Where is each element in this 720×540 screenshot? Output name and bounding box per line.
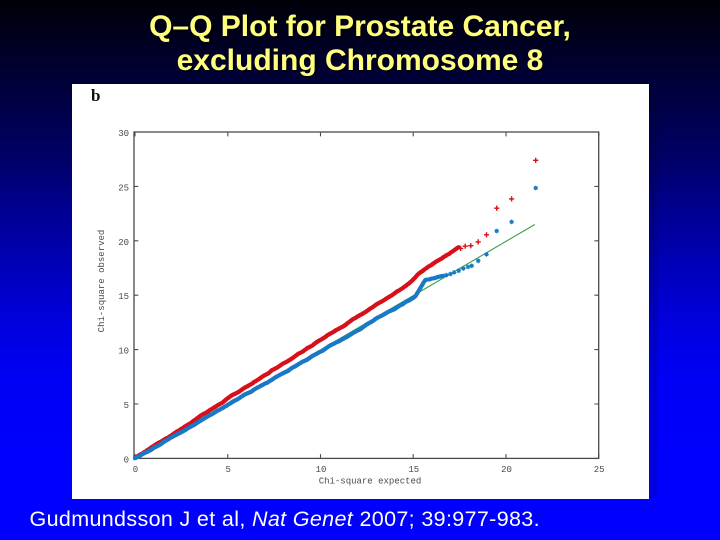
svg-text:15: 15 — [118, 292, 129, 302]
svg-text:20: 20 — [501, 465, 512, 475]
svg-text:25: 25 — [594, 465, 605, 475]
svg-text:25: 25 — [118, 183, 129, 193]
svg-text:10: 10 — [118, 347, 129, 357]
svg-text:0: 0 — [124, 455, 129, 465]
svg-text:5: 5 — [124, 401, 129, 411]
svg-text:30: 30 — [118, 129, 129, 139]
svg-text:Chi-square observed: Chi-square observed — [97, 230, 107, 333]
svg-text:15: 15 — [408, 465, 419, 475]
svg-text:10: 10 — [316, 465, 327, 475]
svg-text:0: 0 — [133, 465, 138, 475]
svg-text:Chi-square expected: Chi-square expected — [319, 477, 422, 487]
svg-text:20: 20 — [118, 238, 129, 248]
svg-text:5: 5 — [225, 465, 230, 475]
